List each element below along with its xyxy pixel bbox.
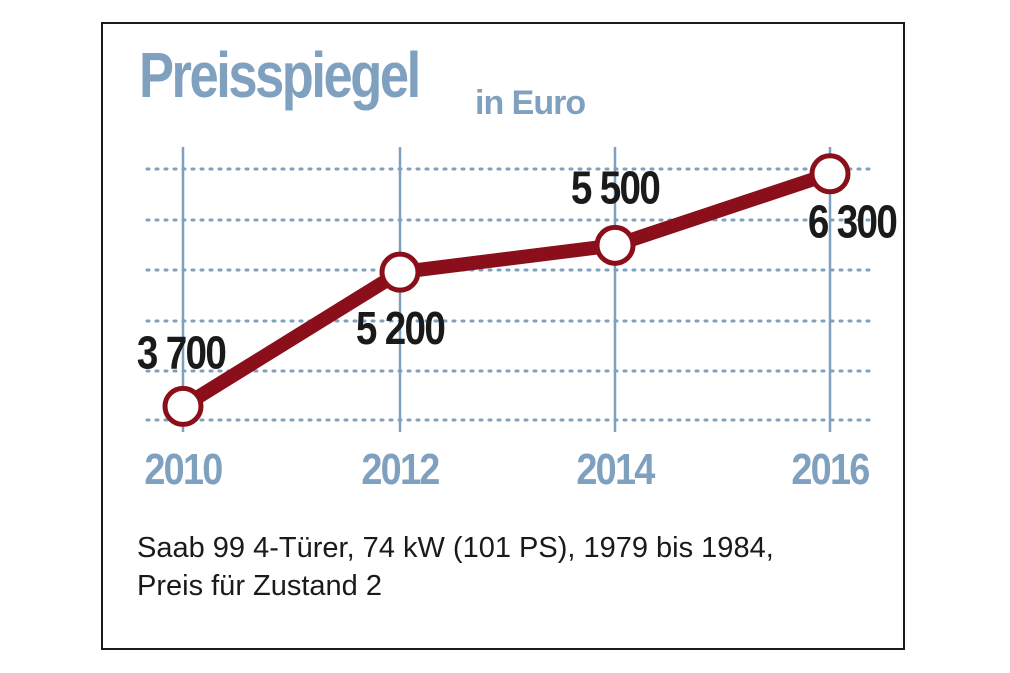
- chart-frame: Preisspiegel in Euro 2010 2012 2014 2016 3 …: [101, 22, 905, 650]
- series-line: [162, 153, 851, 427]
- data-label-2010: 3 700: [137, 327, 225, 378]
- chart-title-block: Preisspiegel in Euro: [139, 38, 586, 122]
- caption-line-2: Preis für Zustand 2: [137, 570, 382, 602]
- data-labels: 3 700 5 200 5 500 6 300: [137, 162, 898, 378]
- data-point-2010: [162, 385, 204, 427]
- x-tick-label: 2014: [576, 444, 655, 493]
- data-label-2014: 5 500: [571, 162, 659, 213]
- data-point-2014: [594, 224, 636, 266]
- data-label-2012: 5 200: [356, 303, 444, 354]
- data-point-2016: [809, 153, 851, 195]
- caption-line-1: Saab 99 4-Türer, 74 kW (101 PS), 1979 bi…: [137, 532, 774, 564]
- data-label-2016: 6 300: [808, 197, 896, 248]
- x-tick-label: 2012: [361, 444, 439, 493]
- data-point-2012: [379, 251, 421, 293]
- grid-lines: [145, 167, 873, 422]
- chart-title: Preisspiegel: [139, 39, 421, 111]
- chart-subtitle: in Euro: [475, 84, 586, 122]
- x-tick-label: 2010: [144, 444, 222, 493]
- line-chart: 2010 2012 2014 2016 3 700 5 200 5 500 6 300: [137, 147, 898, 494]
- x-tick-label: 2016: [791, 444, 869, 493]
- x-axis: 2010 2012 2014 2016: [144, 147, 871, 494]
- series-polyline: [176, 166, 837, 414]
- chart-caption: Saab 99 4-Türer, 74 kW (101 PS), 1979 bi…: [137, 529, 897, 605]
